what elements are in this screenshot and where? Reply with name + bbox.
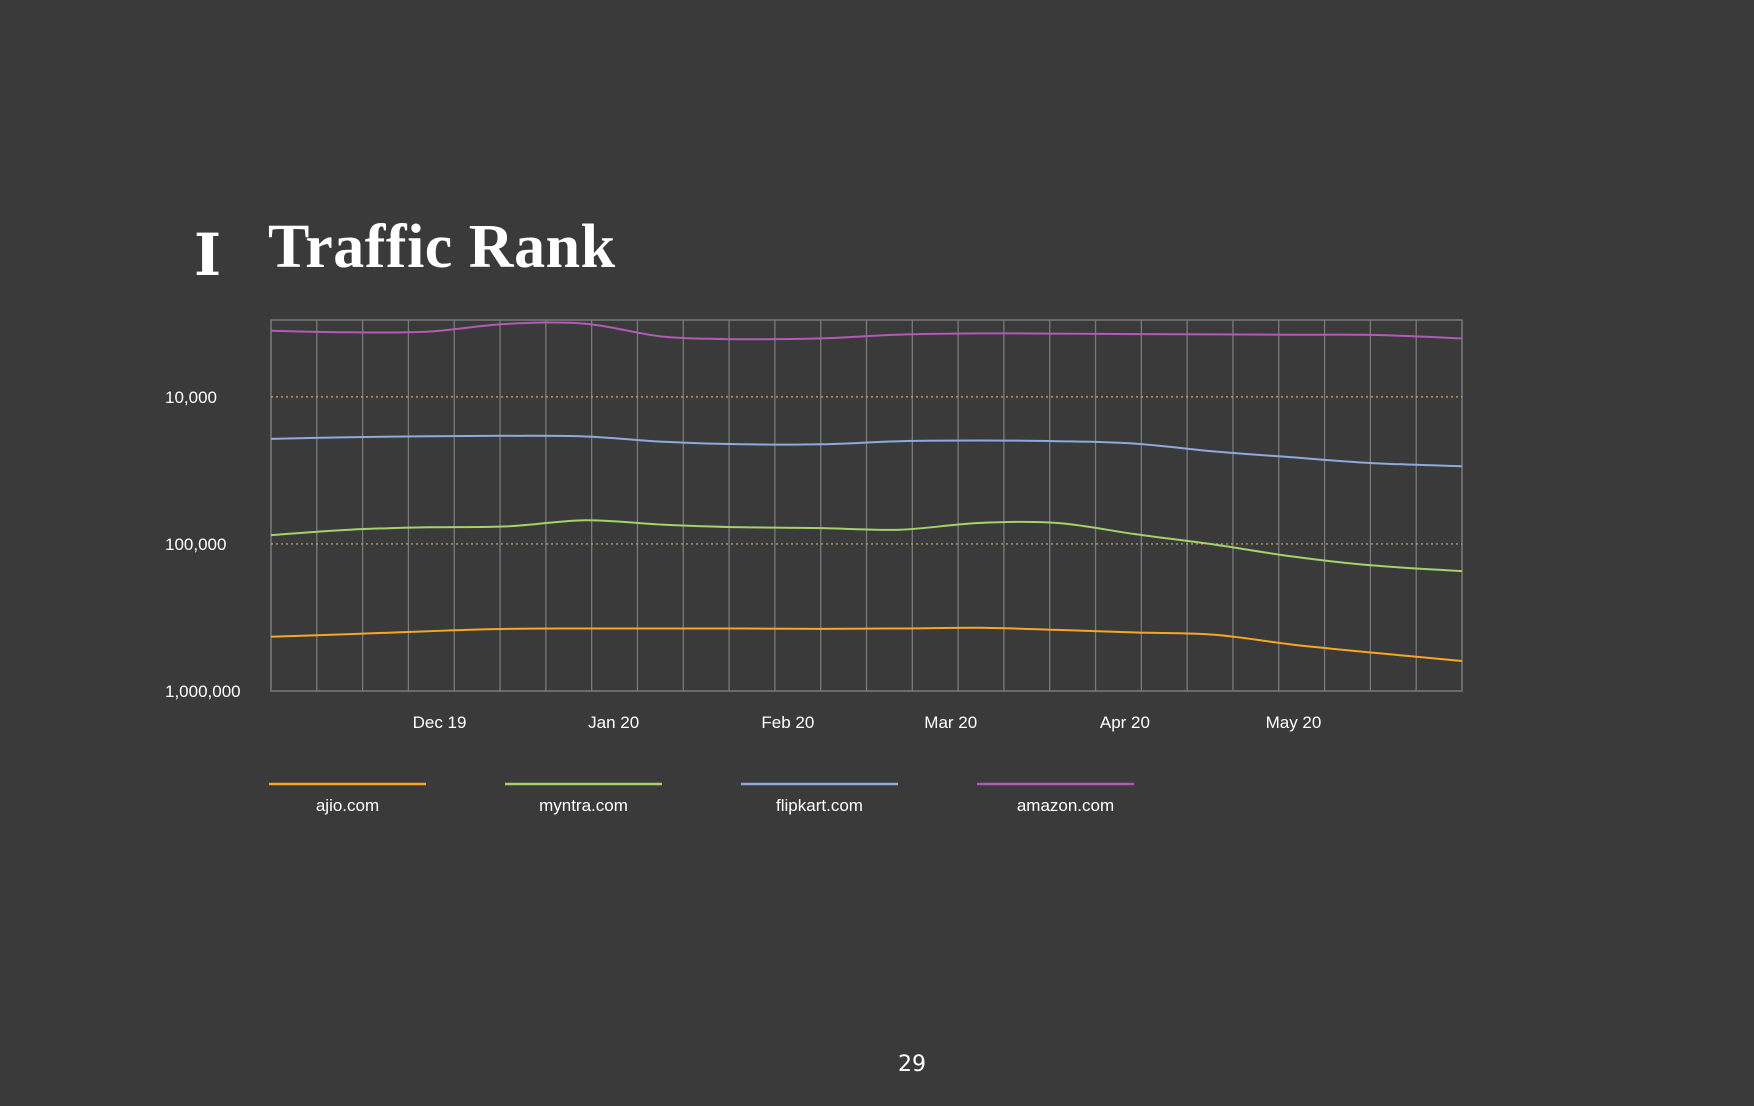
legend-label: myntra.com <box>539 796 628 815</box>
logo-mark: I <box>194 221 222 289</box>
legend-label: ajio.com <box>316 796 379 815</box>
x-tick-label: Dec 19 <box>413 713 467 732</box>
axis-labels: 10,000 100,000 1,000,000 Dec 19 Jan 20 Feb 20… <box>165 388 1321 732</box>
y-tick-label: 10,000 <box>165 388 217 407</box>
x-tick-label: May 20 <box>1266 713 1322 732</box>
page-number: 29 <box>898 1052 926 1077</box>
y-tick-label: 100,000 <box>165 535 226 554</box>
series-line-flipkart-com <box>270 434 1463 468</box>
legend-label: amazon.com <box>1017 796 1114 815</box>
series-line-ajio-com <box>270 626 1463 662</box>
x-tick-label: Apr 20 <box>1100 713 1150 732</box>
series-line-myntra-com <box>270 519 1463 573</box>
legend: ajio.com myntra.com flipkart.com amazon.com <box>269 782 1134 815</box>
legend-label: flipkart.com <box>776 796 863 815</box>
x-tick-label: Mar 20 <box>924 713 977 732</box>
grid-layer <box>270 319 1463 692</box>
series-line-amazon-com <box>270 321 1463 341</box>
x-tick-label: Feb 20 <box>761 713 814 732</box>
y-tick-label: 1,000,000 <box>165 682 241 701</box>
x-tick-label: Jan 20 <box>588 713 639 732</box>
traffic-rank-chart: 10,000 100,000 1,000,000 Dec 19 Jan 20 Feb 20… <box>165 319 1463 815</box>
reference-lines <box>271 396 1462 545</box>
page-title: Traffic Rank <box>268 213 616 281</box>
series-layer <box>270 321 1463 662</box>
